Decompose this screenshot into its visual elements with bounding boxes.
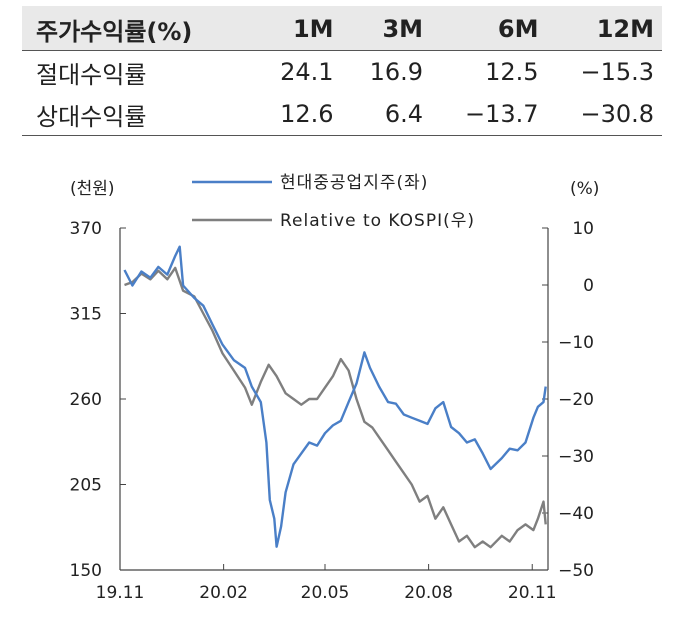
right-tick-label: 0 (583, 276, 594, 296)
x-tick-label: 20.05 (301, 583, 350, 603)
returns-header-1m: 1M (292, 15, 334, 43)
returns-header-6m: 6M (497, 15, 539, 43)
cell-absolute-3m: 16.9 (369, 58, 424, 86)
returns-header-3m: 3M (382, 15, 424, 43)
price-series-line (123, 245, 547, 548)
cell-relative-3m: 6.4 (384, 100, 424, 128)
legend-label-price: 현대중공업지주(좌) (280, 173, 428, 193)
row-label-absolute: 절대수익률 (36, 60, 147, 89)
returns-header-title: 주가수익률(%) (36, 17, 193, 46)
right-tick-label: −20 (558, 390, 594, 410)
left-tick-label: 370 (70, 219, 102, 239)
cell-absolute-12m: −15.3 (580, 58, 654, 86)
returns-header-row: 주가수익률(%) 1M 3M 6M 12M (22, 6, 662, 51)
left-tick-label: 150 (70, 561, 102, 581)
cell-relative-6m: −13.7 (464, 100, 539, 128)
cell-relative-12m: −30.8 (580, 100, 654, 128)
left-tick-label: 260 (70, 390, 102, 410)
returns-table: 주가수익률(%) 1M 3M 6M 12M 절대수익률 24.1 16.9 12… (22, 6, 662, 136)
left-tick-label: 205 (70, 476, 102, 496)
right-tick-label: 10 (572, 219, 594, 239)
right-tick-label: −50 (558, 561, 594, 581)
returns-header-12m: 12M (596, 15, 654, 43)
cell-absolute-1m: 24.1 (280, 58, 334, 86)
price-chart: 370 315 260 205 150 10 0 −10 −20 −30 −40 −50 19.11… (70, 173, 600, 603)
table-row: 절대수익률 24.1 16.9 12.5 −15.3 (22, 51, 662, 94)
x-tick-label: 20.08 (404, 583, 453, 603)
relative-series-line (124, 266, 547, 549)
x-tick-label: 19.11 (96, 583, 145, 603)
x-tick-label: 20.02 (199, 583, 248, 603)
right-tick-label: −40 (558, 504, 594, 524)
left-axis-unit: (천원) (70, 179, 115, 199)
cell-absolute-6m: 12.5 (485, 58, 539, 86)
legend-label-relative: Relative to KOSPI(우) (280, 211, 475, 231)
right-tick-label: −30 (558, 447, 594, 467)
cell-relative-1m: 12.6 (280, 100, 334, 128)
table-row: 상대수익률 12.6 6.4 −13.7 −30.8 (22, 93, 662, 136)
x-tick-label: 20.11 (508, 583, 557, 603)
right-axis-unit: (%) (570, 179, 599, 199)
left-tick-label: 315 (70, 305, 102, 325)
right-tick-label: −10 (558, 333, 594, 353)
row-label-relative: 상대수익률 (36, 102, 147, 131)
